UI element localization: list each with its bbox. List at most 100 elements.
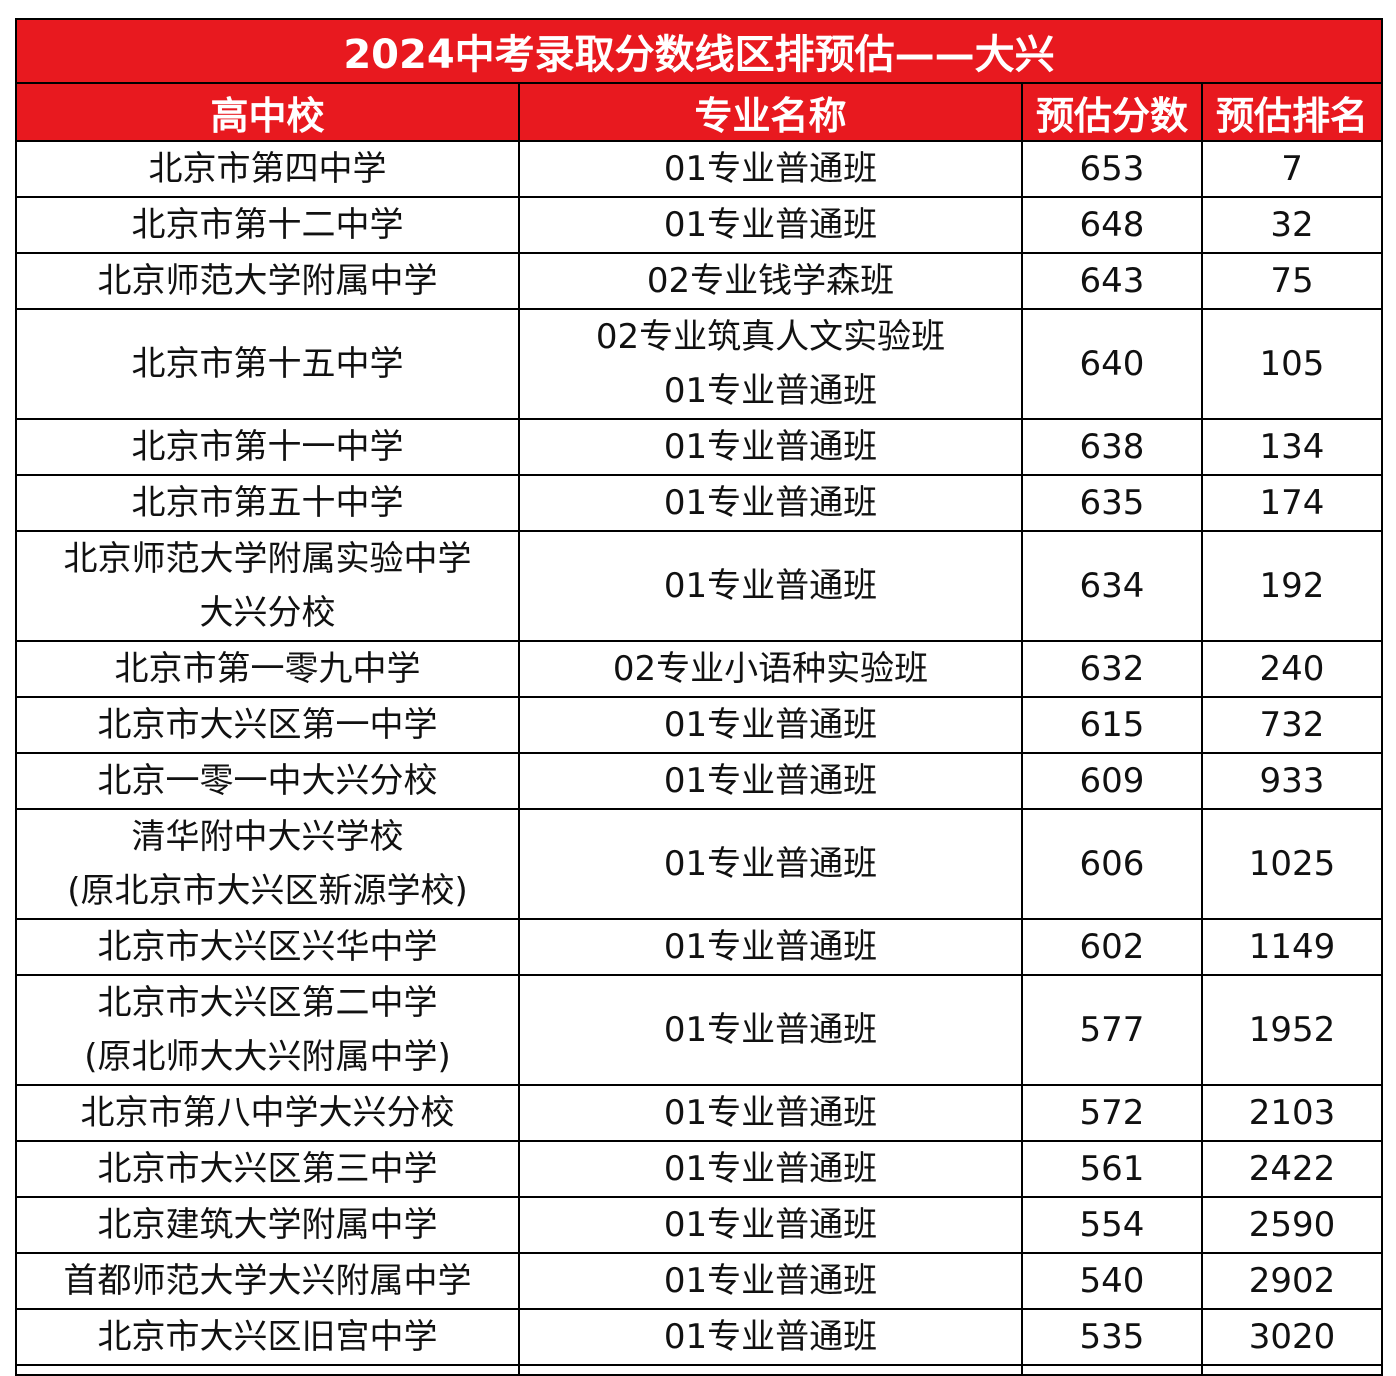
table-row: 北京市第十二中学 01专业普通班 648 32 bbox=[15, 196, 1384, 254]
school-name-cell-line: 北京市第五十中学 bbox=[131, 483, 404, 523]
major-name-cell-line: 01专业普通班 bbox=[663, 705, 878, 745]
school-name-cell: 北京师范大学附属实验中学 大兴分校 bbox=[15, 530, 520, 642]
score-cell: 635 bbox=[1021, 474, 1203, 532]
major-name-cell-line: 01专业普通班 bbox=[663, 1149, 878, 1189]
score-cell: 606 bbox=[1021, 808, 1203, 920]
school-name-cell: 北京市第八中学大兴分校 bbox=[15, 1084, 520, 1142]
empty-cell bbox=[1021, 1364, 1203, 1376]
major-name-cell-line: 01专业普通班 bbox=[663, 927, 878, 967]
score-cell: 634 bbox=[1021, 530, 1203, 642]
school-name-cell-line: 北京市大兴区第三中学 bbox=[97, 1149, 438, 1189]
major-name-cell: 01专业普通班 bbox=[518, 1196, 1023, 1254]
major-name-cell: 02专业小语种实验班 bbox=[518, 640, 1023, 698]
score-cell: 648 bbox=[1021, 196, 1203, 254]
table-row: 北京市第五十中学 01专业普通班 635 174 bbox=[15, 474, 1384, 532]
school-name-cell: 北京市第四中学 bbox=[15, 140, 520, 198]
major-name-cell: 01专业普通班 bbox=[518, 530, 1023, 642]
table-row: 北京市第十一中学 01专业普通班 638 134 bbox=[15, 418, 1384, 476]
table-row: 北京建筑大学附属中学 01专业普通班 554 2590 bbox=[15, 1196, 1384, 1254]
school-name-cell-line: 北京市第十二中学 bbox=[131, 205, 404, 245]
table-row: 北京市第一零九中学 02专业小语种实验班 632 240 bbox=[15, 640, 1384, 698]
score-cell: 653 bbox=[1021, 140, 1203, 198]
school-name-cell-line: 北京市第一零九中学 bbox=[114, 649, 421, 689]
school-name-cell: 北京师范大学附属中学 bbox=[15, 252, 520, 310]
table-row: 北京师范大学附属实验中学 大兴分校 01专业普通班 634 192 bbox=[15, 530, 1384, 642]
table-body: 北京市第四中学 01专业普通班 653 7 北京市第十二中学 01专业普通班 648 32 北京… bbox=[15, 140, 1384, 1376]
school-name-cell-line: 北京市大兴区第一中学 bbox=[97, 705, 438, 745]
school-name-cell-line: (原北师大大兴附属中学) bbox=[84, 1037, 451, 1077]
table-row: 北京市大兴区第一中学 01专业普通班 615 732 bbox=[15, 696, 1384, 754]
school-name-cell-line: 北京一零一中大兴分校 bbox=[97, 761, 438, 801]
score-cell: 572 bbox=[1021, 1084, 1203, 1142]
major-name-cell-line: 01专业普通班 bbox=[663, 1093, 878, 1133]
rank-cell: 732 bbox=[1200, 696, 1384, 754]
admission-score-table: 2024中考录取分数线区排预估——大兴 高中校 专业名称 预估分数 预估排名 北… bbox=[14, 18, 1384, 1376]
school-name-cell: 北京市第十二中学 bbox=[15, 196, 520, 254]
major-name-cell-line: 01专业普通班 bbox=[663, 1317, 878, 1357]
major-name-cell-line: 02专业筑真人文实验班 bbox=[595, 317, 946, 357]
major-name-cell: 01专业普通班 bbox=[518, 1140, 1023, 1198]
table-row: 北京市大兴区兴华中学 01专业普通班 602 1149 bbox=[15, 918, 1384, 976]
column-header-school: 高中校 bbox=[15, 82, 520, 142]
school-name-cell-line: (原北京市大兴区新源学校) bbox=[67, 871, 468, 911]
school-name-cell: 北京市大兴区旧宫中学 bbox=[15, 1308, 520, 1366]
rank-cell: 7 bbox=[1200, 140, 1384, 198]
school-name-cell-line: 北京市大兴区旧宫中学 bbox=[97, 1317, 438, 1357]
school-name-cell: 北京市第一零九中学 bbox=[15, 640, 520, 698]
school-name-cell: 北京市第五十中学 bbox=[15, 474, 520, 532]
rank-cell: 75 bbox=[1200, 252, 1384, 310]
score-cell: 609 bbox=[1021, 752, 1203, 810]
major-name-cell: 01专业普通班 bbox=[518, 196, 1023, 254]
school-name-cell-line: 清华附中大兴学校 bbox=[131, 817, 404, 857]
major-name-cell-line: 01专业普通班 bbox=[663, 566, 878, 606]
school-name-cell-line: 北京市大兴区兴华中学 bbox=[97, 927, 438, 967]
major-name-cell: 02专业钱学森班 bbox=[518, 252, 1023, 310]
school-name-cell-line: 北京市第八中学大兴分校 bbox=[80, 1093, 455, 1133]
empty-cell bbox=[518, 1364, 1023, 1376]
rank-cell: 2902 bbox=[1200, 1252, 1384, 1310]
school-name-cell-line: 大兴分校 bbox=[199, 593, 336, 633]
column-header-rank: 预估排名 bbox=[1200, 82, 1384, 142]
score-cell: 554 bbox=[1021, 1196, 1203, 1254]
school-name-cell: 首都师范大学大兴附属中学 bbox=[15, 1252, 520, 1310]
score-cell: 577 bbox=[1021, 974, 1203, 1086]
school-name-cell-line: 首都师范大学大兴附属中学 bbox=[63, 1261, 472, 1301]
major-name-cell: 02专业筑真人文实验班 01专业普通班 bbox=[518, 308, 1023, 420]
school-name-cell-line: 北京市第四中学 bbox=[148, 149, 387, 189]
school-name-cell: 北京市大兴区兴华中学 bbox=[15, 918, 520, 976]
major-name-cell-line: 01专业普通班 bbox=[663, 427, 878, 467]
rank-cell: 192 bbox=[1200, 530, 1384, 642]
major-name-cell-line: 01专业普通班 bbox=[663, 483, 878, 523]
major-name-cell-line: 02专业钱学森班 bbox=[646, 261, 895, 301]
major-name-cell-line: 01专业普通班 bbox=[663, 1205, 878, 1245]
major-name-cell: 01专业普通班 bbox=[518, 1252, 1023, 1310]
rank-cell: 933 bbox=[1200, 752, 1384, 810]
school-name-cell: 北京市大兴区第一中学 bbox=[15, 696, 520, 754]
major-name-cell: 01专业普通班 bbox=[518, 752, 1023, 810]
column-header-major: 专业名称 bbox=[518, 82, 1023, 142]
school-name-cell-line: 北京市第十五中学 bbox=[131, 344, 404, 384]
rank-cell: 1149 bbox=[1200, 918, 1384, 976]
score-cell: 561 bbox=[1021, 1140, 1203, 1198]
school-name-cell-line: 北京建筑大学附属中学 bbox=[97, 1205, 438, 1245]
major-name-cell-line: 02专业小语种实验班 bbox=[612, 649, 929, 689]
table-row: 北京市大兴区旧宫中学 01专业普通班 535 3020 bbox=[15, 1308, 1384, 1366]
table-row: 北京市第四中学 01专业普通班 653 7 bbox=[15, 140, 1384, 198]
major-name-cell: 01专业普通班 bbox=[518, 1084, 1023, 1142]
score-cell: 640 bbox=[1021, 308, 1203, 420]
school-name-cell: 北京市第十一中学 bbox=[15, 418, 520, 476]
score-cell: 540 bbox=[1021, 1252, 1203, 1310]
rank-cell: 1025 bbox=[1200, 808, 1384, 920]
rank-cell: 1952 bbox=[1200, 974, 1384, 1086]
table-row: 北京市大兴区第二中学 (原北师大大兴附属中学) 01专业普通班 577 1952 bbox=[15, 974, 1384, 1086]
school-name-cell: 北京市大兴区第三中学 bbox=[15, 1140, 520, 1198]
major-name-cell: 01专业普通班 bbox=[518, 418, 1023, 476]
school-name-cell: 北京市第十五中学 bbox=[15, 308, 520, 420]
major-name-cell-line: 01专业普通班 bbox=[663, 371, 878, 411]
score-cell: 602 bbox=[1021, 918, 1203, 976]
score-cell: 638 bbox=[1021, 418, 1203, 476]
major-name-cell: 01专业普通班 bbox=[518, 918, 1023, 976]
major-name-cell: 01专业普通班 bbox=[518, 1308, 1023, 1366]
school-name-cell: 北京市大兴区第二中学 (原北师大大兴附属中学) bbox=[15, 974, 520, 1086]
score-cell: 535 bbox=[1021, 1308, 1203, 1366]
